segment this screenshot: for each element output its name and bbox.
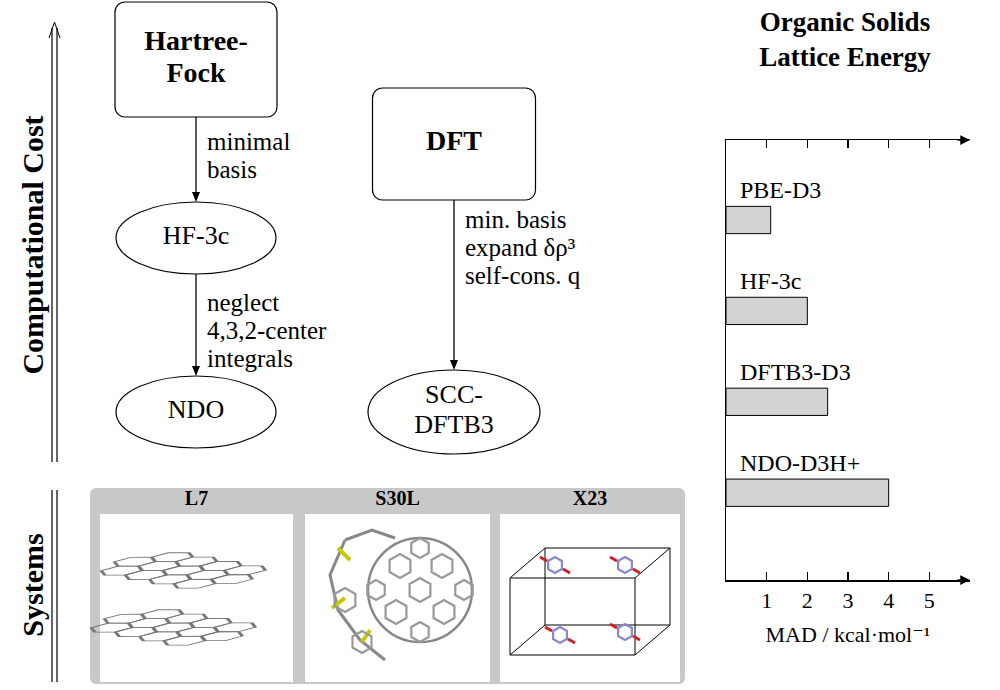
svg-text:X23: X23: [573, 487, 607, 509]
svg-text:expand δρ³: expand δρ³: [465, 234, 576, 261]
svg-text:4: 4: [883, 588, 894, 613]
svg-text:neglect: neglect: [207, 289, 279, 316]
svg-text:Computational Cost: Computational Cost: [16, 115, 49, 374]
svg-text:PBE-D3: PBE-D3: [740, 177, 821, 203]
svg-text:SCC-: SCC-: [425, 380, 483, 409]
svg-text:2: 2: [802, 588, 813, 613]
svg-text:HF-3c: HF-3c: [740, 268, 801, 294]
svg-text:Hartree-: Hartree-: [144, 25, 248, 56]
svg-text:DFT: DFT: [426, 125, 482, 156]
svg-text:Systems: Systems: [16, 533, 49, 636]
svg-text:DFTB3: DFTB3: [414, 410, 493, 439]
svg-text:HF-3c: HF-3c: [163, 221, 229, 250]
svg-text:5: 5: [924, 588, 935, 613]
svg-text:basis: basis: [207, 156, 257, 183]
svg-text:4,3,2-center: 4,3,2-center: [207, 317, 327, 344]
svg-text:minimal: minimal: [207, 128, 290, 155]
svg-text:self-cons. q: self-cons. q: [465, 262, 581, 289]
svg-text:NDO-D3H+: NDO-D3H+: [740, 450, 860, 476]
svg-text:min. basis: min. basis: [465, 206, 566, 233]
svg-text:NDO: NDO: [168, 395, 224, 424]
svg-text:MAD / kcal·mol⁻¹: MAD / kcal·mol⁻¹: [766, 622, 931, 647]
svg-text:DFTB3-D3: DFTB3-D3: [740, 359, 851, 385]
svg-text:L7: L7: [185, 487, 208, 509]
svg-text:1: 1: [761, 588, 772, 613]
svg-text:Fock: Fock: [166, 57, 226, 88]
svg-text:integrals: integrals: [207, 345, 293, 372]
svg-text:S30L: S30L: [375, 487, 419, 509]
svg-text:Organic SolidsLattice Energy: Organic SolidsLattice Energy: [759, 7, 931, 72]
svg-text:3: 3: [843, 588, 854, 613]
